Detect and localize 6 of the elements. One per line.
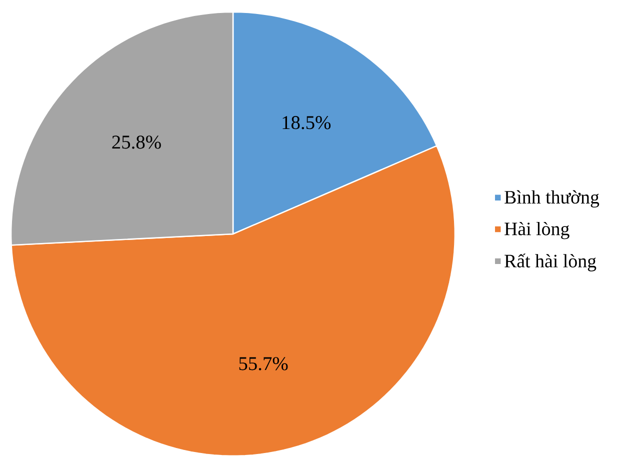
legend-label: Hài lòng	[504, 222, 570, 240]
legend-label: Bình thường	[504, 190, 600, 208]
legend-label: Rất hài lòng	[504, 254, 596, 272]
data-label: 18.5%	[282, 116, 331, 130]
data-label: 55.7%	[239, 357, 288, 370]
data-label: 25.8%	[112, 136, 161, 149]
